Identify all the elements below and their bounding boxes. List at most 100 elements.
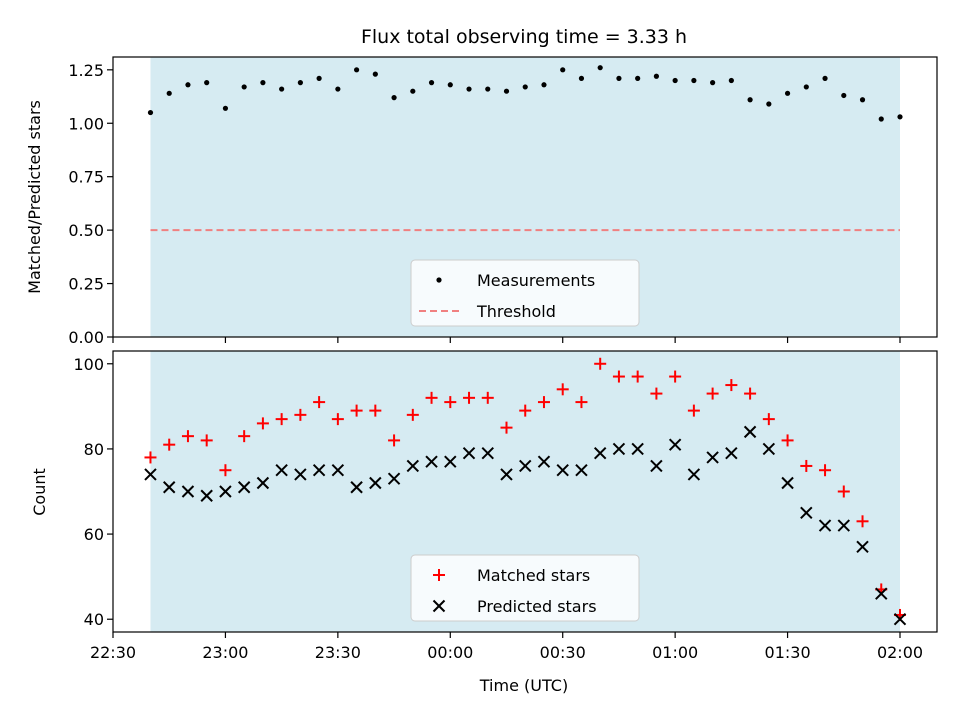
predicted-star-point — [593, 446, 607, 460]
predicted-star-point — [500, 468, 513, 481]
predicted-star-point — [331, 464, 345, 477]
measurement-point — [466, 86, 472, 92]
predicted-star-point — [350, 481, 363, 494]
matched-star-point — [650, 387, 663, 400]
matched-star-point — [556, 383, 569, 396]
matched-star-point — [463, 391, 476, 404]
matched-star-point — [500, 421, 513, 434]
measurement-point — [147, 109, 154, 116]
legend: Matched stars Predicted stars — [410, 554, 640, 622]
measurement-point — [897, 114, 903, 120]
x-tick-label: 01:30 — [765, 643, 811, 662]
y-tick-label: 40 — [84, 610, 104, 629]
top-y-axis-label: Matched/Predicted stars — [25, 100, 44, 294]
measurement-point — [447, 82, 453, 88]
measurement-point — [803, 84, 809, 90]
predicted-star-point — [800, 506, 813, 519]
matched-star-point — [819, 464, 832, 477]
predicted-star-point — [612, 442, 626, 456]
measurement-point — [747, 97, 753, 103]
predicted-star-point — [575, 464, 588, 477]
measurement-point — [241, 84, 247, 90]
predicted-star-point — [706, 451, 719, 464]
predicted-star-point — [650, 459, 663, 473]
predicted-star-point — [743, 425, 757, 439]
measurement-point — [185, 82, 191, 88]
measurement-point — [878, 116, 884, 122]
predicted-star-point — [144, 468, 157, 481]
measurement-point — [578, 75, 585, 81]
predicted-star-point — [406, 459, 420, 473]
matched-star-point — [331, 413, 344, 426]
predicted-star-point — [687, 468, 701, 481]
y-tick-label: 1.00 — [68, 114, 104, 133]
legend-box — [410, 259, 640, 327]
y-tick-label: 100 — [73, 355, 104, 374]
measurement-point — [222, 105, 229, 111]
predicted-star-point — [668, 438, 682, 451]
measurement-point — [316, 75, 322, 81]
x-axis-label: Time (UTC) — [479, 676, 568, 695]
matched-star-point — [537, 396, 550, 409]
matched-star-point — [200, 434, 213, 447]
y-tick-label: 0.25 — [68, 275, 104, 294]
measurement-point — [428, 80, 435, 86]
y-tick-label: 1.25 — [68, 61, 104, 80]
measurement-point — [541, 82, 547, 88]
predicted-star-point — [275, 464, 288, 477]
legend-label: Measurements — [477, 271, 595, 290]
chart-title: Flux total observing time = 3.33 h — [361, 26, 687, 48]
predicted-star-point — [893, 613, 907, 626]
measurement-point — [653, 73, 660, 79]
measurement-point — [597, 65, 603, 71]
matched-star-point — [631, 370, 644, 383]
matched-star-point — [725, 379, 738, 392]
predicted-star-point — [818, 519, 832, 532]
x-tick-label: 00:00 — [427, 643, 473, 662]
predicted-star-point — [219, 485, 232, 498]
measurement-point — [635, 75, 641, 81]
predicted-star-point — [462, 446, 476, 460]
matched-star-point — [837, 485, 850, 498]
matched-star-point — [444, 396, 457, 409]
matched-star-point — [425, 391, 438, 404]
measurement-point — [335, 86, 341, 92]
matched-star-point — [388, 434, 401, 447]
measurement-point — [522, 84, 528, 90]
x-tick-label: 23:00 — [202, 643, 248, 662]
predicted-star-point — [256, 476, 270, 490]
predicted-star-point — [537, 455, 551, 468]
measurement-point — [372, 71, 378, 77]
matched-star-point — [800, 459, 813, 472]
matched-star-point — [294, 408, 307, 421]
y-tick-label: 0.50 — [68, 221, 104, 240]
measurement-point — [841, 92, 847, 99]
matched-star-point — [144, 451, 157, 464]
matched-star-point — [706, 387, 719, 400]
matched-star-point — [612, 370, 625, 383]
legend-box — [410, 554, 640, 622]
predicted-star-point — [725, 446, 738, 460]
matched-star-point — [163, 438, 176, 451]
legend-marker — [436, 277, 442, 283]
matched-star-point — [744, 387, 757, 400]
matched-star-point — [856, 515, 869, 528]
measurement-point — [279, 86, 285, 92]
measurement-point — [260, 80, 266, 86]
legend: Measurements Threshold — [410, 259, 640, 327]
predicted-star-point — [444, 455, 457, 468]
measurement-point — [728, 77, 734, 84]
predicted-star-point — [200, 489, 213, 502]
predicted-star-point — [519, 459, 532, 473]
measurement-point — [297, 80, 303, 86]
legend-label: Predicted stars — [477, 597, 597, 616]
measurement-point — [784, 90, 791, 96]
legend-label: Threshold — [476, 302, 556, 321]
predicted-star-point — [556, 464, 569, 477]
predicted-star-point — [837, 519, 850, 532]
x-tick-label: 22:30 — [90, 643, 136, 662]
measurement-point — [353, 67, 360, 73]
matched-star-point — [669, 370, 682, 383]
bottom-y-axis-label: Count — [30, 468, 49, 516]
